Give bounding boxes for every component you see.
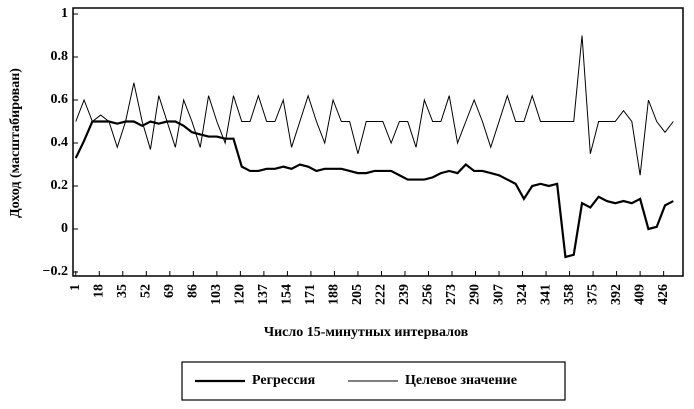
y-tick-label: −0.2 — [43, 264, 68, 279]
series-line — [74, 120, 674, 259]
x-tick-label: 222 — [374, 284, 389, 305]
x-tick-label: 375 — [585, 284, 600, 305]
x-tick-label: 341 — [538, 284, 553, 305]
x-tick-label: 307 — [491, 284, 506, 305]
x-tick-label: 69 — [162, 284, 177, 298]
x-tick-label: 1 — [68, 284, 83, 291]
legend-label: Регрессия — [252, 373, 316, 388]
x-axis-label: Число 15-минутных интервалов — [264, 325, 469, 340]
x-tick-label: 188 — [327, 284, 342, 305]
x-tick-label: 35 — [115, 284, 130, 298]
x-tick-label: 358 — [562, 284, 577, 305]
x-tick-label: 154 — [280, 284, 295, 305]
x-tick-label: 392 — [609, 284, 624, 305]
x-tick-label: 86 — [186, 284, 201, 298]
series-line — [75, 35, 674, 176]
y-tick-label: 1 — [61, 6, 68, 21]
x-tick-label: 18 — [91, 284, 106, 298]
x-tick-label: 273 — [444, 284, 459, 305]
y-axis-label: Доход (масштабирован) — [8, 68, 23, 218]
legend-label: Целевое значение — [405, 373, 517, 388]
x-tick-label: 171 — [303, 284, 318, 305]
x-tick-label: 290 — [468, 284, 483, 305]
x-tick-label: 426 — [656, 284, 671, 305]
y-tick-label: 0.6 — [51, 92, 69, 107]
x-tick-label: 137 — [256, 284, 271, 305]
y-tick-label: 0.4 — [51, 135, 69, 150]
x-tick-label: 239 — [397, 284, 412, 305]
y-tick-label: 0.8 — [51, 49, 69, 64]
x-tick-label: 324 — [515, 284, 530, 305]
x-tick-label: 256 — [421, 284, 436, 305]
y-tick-label: 0 — [61, 221, 68, 236]
x-tick-label: 205 — [350, 284, 365, 305]
plot-frame — [72, 7, 684, 277]
x-tick-label: 103 — [209, 284, 224, 305]
x-tick-label: 120 — [233, 284, 248, 305]
y-tick-label: 0.2 — [51, 178, 69, 193]
x-tick-label: 409 — [632, 284, 647, 305]
legend-box — [181, 361, 566, 401]
x-tick-label: 52 — [139, 284, 154, 298]
